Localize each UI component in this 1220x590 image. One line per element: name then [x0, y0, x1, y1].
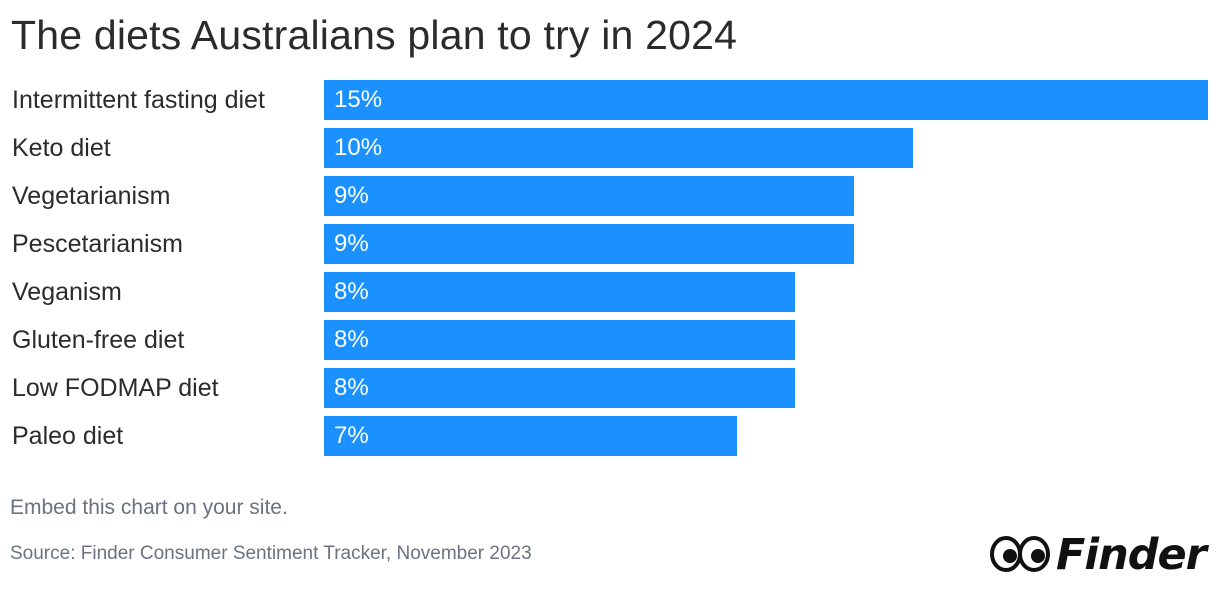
bar-value-label: 10% [334, 134, 383, 161]
finder-logo[interactable]: Finder [988, 528, 1212, 584]
bar-value-label: 7% [334, 422, 369, 449]
bar-value-label: 8% [334, 326, 369, 353]
bar-row: Vegetarianism 9% [0, 176, 1220, 216]
category-label: Keto diet [12, 134, 111, 162]
bar-row: Intermittent fasting diet 15% [0, 80, 1220, 120]
category-label: Paleo diet [12, 422, 124, 450]
bar [324, 176, 854, 216]
bar [324, 128, 913, 168]
bar-row: Veganism 8% [0, 272, 1220, 312]
bar-chart: Intermittent fasting diet 15% Keto diet 10%… [0, 80, 1220, 460]
category-label: Vegetarianism [12, 182, 171, 210]
bar [324, 320, 795, 360]
bar-row: Gluten-free diet 8% [0, 320, 1220, 360]
bar-value-label: 15% [334, 86, 383, 113]
category-label: Pescetarianism [12, 230, 183, 258]
bar-row: Keto diet 10% [0, 128, 1220, 168]
finder-eyes-icon [990, 536, 1050, 572]
bar-row: Paleo diet 7% [0, 416, 1220, 456]
category-label: Low FODMAP diet [12, 374, 219, 402]
category-label: Gluten-free diet [12, 326, 185, 354]
bar-value-label: 8% [334, 278, 369, 305]
bar [324, 416, 737, 456]
category-label: Intermittent fasting diet [12, 86, 265, 114]
source-note: Source: Finder Consumer Sentiment Tracke… [10, 543, 532, 564]
bar-row: Pescetarianism 9% [0, 224, 1220, 264]
bar-value-label: 9% [334, 182, 369, 209]
bar [324, 272, 795, 312]
embed-chart-link[interactable]: Embed this chart on your site. [10, 496, 288, 519]
category-label: Veganism [12, 278, 122, 306]
chart-title: The diets Australians plan to try in 202… [11, 12, 738, 58]
bar-value-label: 8% [334, 374, 369, 401]
bar-value-label: 9% [334, 230, 369, 257]
bar [324, 224, 854, 264]
logo-wordmark: Finder [1056, 530, 1207, 580]
bar-row: Low FODMAP diet 8% [0, 368, 1220, 408]
bar [324, 368, 795, 408]
bar [324, 80, 1208, 120]
